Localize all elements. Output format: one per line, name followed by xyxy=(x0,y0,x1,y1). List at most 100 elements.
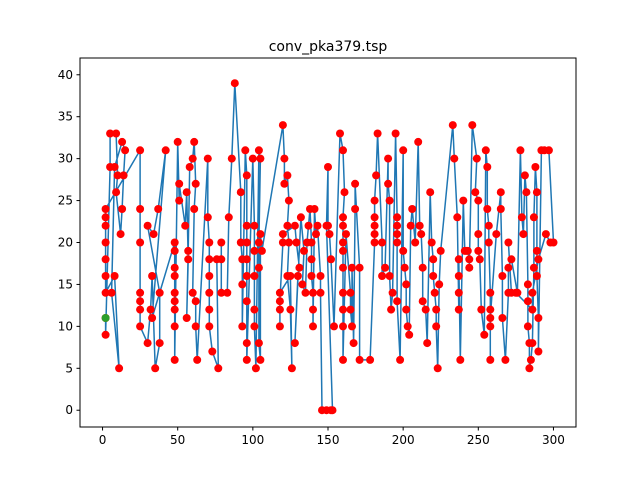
city-point xyxy=(205,238,214,247)
city-point xyxy=(283,221,292,230)
city-point xyxy=(175,179,184,188)
city-point xyxy=(528,339,537,348)
city-point xyxy=(185,163,194,171)
city-point xyxy=(170,246,179,255)
city-point xyxy=(307,238,316,247)
city-point xyxy=(205,322,214,331)
city-point xyxy=(155,339,164,348)
city-point xyxy=(256,154,265,163)
city-point xyxy=(484,238,493,247)
city-point xyxy=(468,121,477,130)
city-point xyxy=(339,146,347,155)
city-point xyxy=(504,238,513,247)
city-point xyxy=(254,238,263,247)
city-point xyxy=(107,288,116,297)
city-point xyxy=(121,146,130,155)
city-point xyxy=(525,364,534,373)
city-point xyxy=(230,79,239,88)
city-point xyxy=(517,213,526,222)
city-point xyxy=(349,339,358,348)
city-point xyxy=(436,246,445,255)
city-point xyxy=(223,288,232,297)
city-point xyxy=(492,230,501,239)
city-point xyxy=(295,263,304,272)
city-point xyxy=(498,272,507,280)
city-point xyxy=(182,188,191,197)
x-tick-label: 250 xyxy=(467,433,490,447)
city-point xyxy=(528,305,537,314)
city-point xyxy=(459,196,468,205)
city-point xyxy=(496,188,505,197)
y-tick-label: 25 xyxy=(58,194,73,208)
city-point xyxy=(250,221,259,230)
city-point xyxy=(191,297,200,306)
x-tick-label: 300 xyxy=(542,433,565,447)
city-point xyxy=(205,272,214,280)
city-point xyxy=(316,272,325,280)
city-point xyxy=(372,171,381,180)
city-point xyxy=(531,163,540,171)
city-point xyxy=(507,288,516,297)
x-tick-label: 150 xyxy=(317,433,340,447)
city-point xyxy=(483,205,492,213)
city-point xyxy=(498,314,507,322)
city-point xyxy=(310,205,319,213)
city-point xyxy=(454,305,463,314)
city-point xyxy=(384,179,393,188)
y-tick-label: 0 xyxy=(65,403,73,417)
city-point xyxy=(242,221,251,230)
city-point xyxy=(136,305,145,314)
city-point xyxy=(110,163,119,171)
city-point xyxy=(101,221,110,230)
city-point xyxy=(339,246,347,255)
city-point xyxy=(119,171,128,180)
city-point xyxy=(284,238,293,247)
city-point xyxy=(205,305,214,314)
city-point xyxy=(173,137,182,146)
city-point xyxy=(181,221,190,230)
city-point xyxy=(448,121,457,130)
city-point xyxy=(190,137,199,146)
city-point xyxy=(534,255,543,264)
x-tick-label: 0 xyxy=(99,433,107,447)
city-point xyxy=(541,230,550,239)
city-point xyxy=(454,255,463,264)
city-point xyxy=(486,322,495,331)
city-point xyxy=(278,238,287,247)
city-point xyxy=(484,221,493,230)
city-point xyxy=(275,322,284,331)
city-point xyxy=(534,347,543,356)
city-point xyxy=(433,364,442,373)
city-point xyxy=(523,280,532,289)
city-point xyxy=(316,288,325,297)
city-point xyxy=(224,213,233,222)
city-point xyxy=(170,263,179,272)
city-point xyxy=(532,246,541,255)
city-point xyxy=(327,255,335,264)
city-point xyxy=(339,322,347,331)
city-point xyxy=(544,146,553,155)
city-point xyxy=(136,288,145,297)
city-point xyxy=(402,280,411,289)
city-point xyxy=(190,205,199,213)
city-point xyxy=(366,355,375,364)
city-point xyxy=(101,288,110,297)
city-point xyxy=(146,305,155,314)
x-tick-label: 100 xyxy=(241,433,264,447)
city-point xyxy=(313,221,322,230)
city-point xyxy=(251,364,260,373)
city-point xyxy=(402,305,411,314)
city-point xyxy=(278,230,287,239)
city-point xyxy=(170,238,179,247)
x-tick-label: 50 xyxy=(170,433,185,447)
city-point xyxy=(373,129,382,138)
city-point xyxy=(292,238,301,247)
city-point xyxy=(370,221,379,230)
city-point xyxy=(486,305,495,314)
city-point xyxy=(106,129,115,138)
city-point xyxy=(205,255,214,264)
city-point xyxy=(405,330,414,339)
city-point xyxy=(118,137,127,146)
city-point xyxy=(242,255,251,264)
city-point xyxy=(520,171,529,180)
